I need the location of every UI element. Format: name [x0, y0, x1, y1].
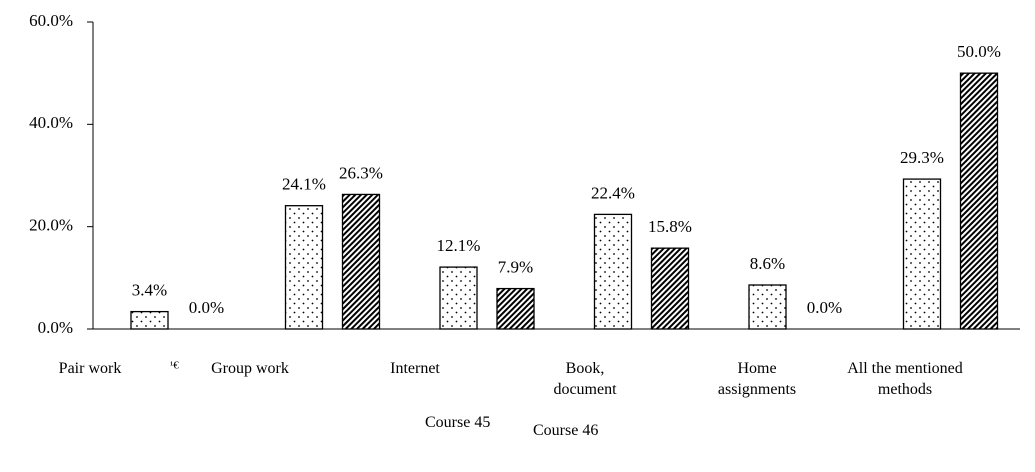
data-label: 22.4% [591, 183, 635, 202]
bar [130, 310, 169, 330]
bar [593, 213, 633, 330]
bar [748, 284, 787, 330]
annotation: ¹€ [170, 360, 179, 372]
bar [284, 205, 324, 330]
x-tick-label: Pair work [58, 360, 122, 377]
y-tick-label: 20.0% [29, 216, 73, 235]
data-label: 29.3% [900, 148, 944, 167]
data-label: 50.0% [957, 42, 1001, 61]
x-tick-label: All the mentioned methods [847, 360, 963, 398]
bar [341, 193, 381, 330]
data-label: 12.1% [437, 236, 481, 255]
y-tick-label: 40.0% [29, 113, 73, 132]
data-label: 0.0% [189, 298, 224, 317]
data-label: 15.8% [648, 217, 692, 236]
data-label: 8.6% [750, 254, 785, 273]
bar [650, 247, 690, 330]
bar [439, 266, 478, 330]
bar [959, 72, 999, 330]
data-label: 24.1% [282, 175, 326, 194]
x-tick-label: Home assignments [717, 360, 797, 398]
bar [496, 287, 535, 330]
x-tick-label: Group work [211, 360, 289, 377]
bar [902, 178, 942, 330]
data-label: 26.3% [339, 163, 383, 182]
data-label: 7.9% [498, 257, 533, 276]
legend-entry: Course 46 [533, 422, 599, 439]
x-tick-label: Internet [390, 360, 440, 377]
legend-entry: Course 45 [425, 414, 491, 431]
x-tick-label: Book, document [553, 360, 617, 398]
data-label: 0.0% [807, 298, 842, 317]
data-label: 3.4% [132, 281, 167, 300]
y-tick-label: 60.0% [29, 11, 73, 30]
y-tick-label: 0.0% [38, 318, 73, 337]
